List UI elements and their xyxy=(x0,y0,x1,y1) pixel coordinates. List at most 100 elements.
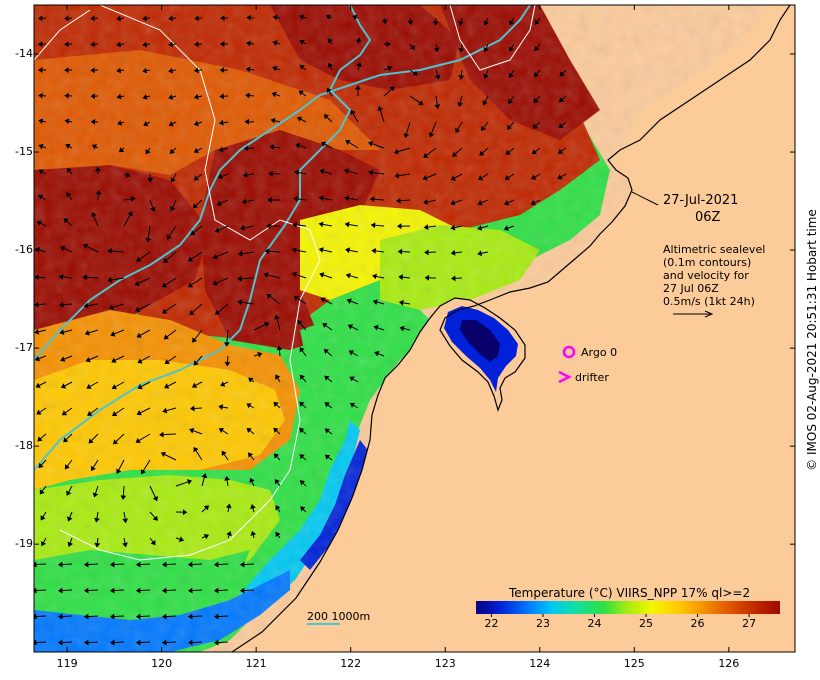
velocity-arrowhead xyxy=(327,62,333,68)
velocity-arrowhead xyxy=(558,97,565,103)
velocity-arrowhead xyxy=(477,250,483,257)
velocity-arrowhead xyxy=(160,451,167,458)
velocity-arrowhead xyxy=(530,199,536,206)
velocity-arrowhead xyxy=(161,561,167,568)
velocity-arrowhead xyxy=(189,405,195,412)
velocity-arrowhead xyxy=(389,86,395,92)
velocity-arrowhead xyxy=(299,454,305,460)
velocity-arrowhead xyxy=(134,306,141,313)
velocity-arrowhead xyxy=(193,67,199,74)
velocity-arrowhead xyxy=(450,275,456,282)
velocity-arrowhead xyxy=(145,237,152,243)
date-annotation: 27-Jul-2021 06Z xyxy=(663,192,738,226)
velocity-arrowhead xyxy=(142,94,148,100)
velocity-arrowhead xyxy=(109,639,115,646)
velocity-arrowhead xyxy=(450,250,456,256)
velocity-arrowhead xyxy=(432,21,439,26)
velocity-arrowhead xyxy=(250,530,257,536)
velocity-arrowhead xyxy=(219,41,225,47)
velocity-arrowhead xyxy=(246,40,251,47)
colorbar-tick-label: 27 xyxy=(742,617,757,630)
velocity-arrowhead xyxy=(403,133,410,139)
velocity-arrowhead xyxy=(324,402,330,408)
velocity-arrowhead xyxy=(291,247,297,254)
velocity-arrowhead xyxy=(122,518,129,524)
velocity-arrowhead xyxy=(237,250,243,257)
velocity-arrowhead xyxy=(372,299,378,305)
velocity-arrowhead xyxy=(87,410,93,416)
velocity-arrowhead xyxy=(319,272,325,278)
velocity-arrowhead xyxy=(531,149,538,155)
velocity-arrowhead xyxy=(265,223,271,229)
velocity-arrowhead xyxy=(509,46,515,52)
argo-label: Argo 0 xyxy=(581,346,618,359)
velocity-arrowhead xyxy=(503,225,509,231)
velocity-arrowhead xyxy=(557,174,563,180)
velocity-arrowhead xyxy=(187,613,193,620)
colorbar-title: Temperature (°C) VIIRS_NPP 17% ql>=2 xyxy=(509,586,751,600)
velocity-arrowhead xyxy=(434,104,441,110)
velocity-arrowhead xyxy=(557,148,564,154)
velocity-arrowhead xyxy=(483,20,489,26)
velocity-arrowhead xyxy=(352,14,358,21)
velocity-arrowhead xyxy=(142,41,148,48)
velocity-arrowhead xyxy=(248,377,254,383)
velocity-arrowhead xyxy=(275,505,281,511)
velocity-arrowhead xyxy=(168,41,173,48)
velocity-arrowhead xyxy=(216,200,222,206)
velocity-arrowhead xyxy=(168,94,174,100)
velocity-arrowhead xyxy=(34,328,40,335)
velocity-arrowhead xyxy=(213,639,219,646)
velocity-arrowhead xyxy=(107,247,112,254)
velocity-arrowhead xyxy=(354,84,361,90)
velocity-arrowhead xyxy=(399,325,405,332)
velocity-arrowhead xyxy=(190,230,196,236)
velocity-arrowhead xyxy=(268,170,273,177)
velocity-arrowhead xyxy=(134,280,140,286)
velocity-arrowhead xyxy=(394,172,400,179)
velocity-arrowhead xyxy=(270,117,276,124)
velocity-arrowhead xyxy=(396,223,402,230)
velocity-arrowhead xyxy=(193,360,199,366)
velocity-arrowhead xyxy=(220,381,226,387)
axis-tick-marks xyxy=(34,5,795,652)
velocity-arrowhead xyxy=(64,464,70,470)
velocity-arrowhead xyxy=(192,337,198,343)
velocity-arrowhead xyxy=(299,14,305,20)
velocity-arrowhead xyxy=(299,401,305,407)
velocity-arrowhead xyxy=(82,274,87,281)
legend-line: 0.5m/s (1kt 24h) xyxy=(663,295,755,308)
velocity-arrowhead xyxy=(116,67,122,74)
velocity-arrowhead xyxy=(193,41,199,48)
velocity-arrowhead xyxy=(423,199,429,205)
velocity-arrowhead xyxy=(85,356,91,363)
velocity-arrowhead xyxy=(374,350,380,357)
velocity-arrowhead xyxy=(257,351,263,358)
velocity-arrowhead xyxy=(224,342,230,347)
velocity-arrowhead xyxy=(63,437,69,443)
velocity-arrowhead xyxy=(193,147,200,153)
velocity-arrowhead xyxy=(344,195,350,202)
velocity-arrowhead xyxy=(371,248,377,254)
credit-text: © IMOS 02-Aug-2021 20:51:31 Hobart time xyxy=(805,209,819,471)
velocity-arrowhead xyxy=(82,243,89,250)
velocity-arrowhead xyxy=(40,515,46,521)
velocity-arrowhead xyxy=(60,356,66,362)
velocity-arrowhead xyxy=(169,148,175,154)
velocity-arrowhead xyxy=(67,541,73,547)
colorbar-tick-marks xyxy=(490,614,750,617)
velocity-arrowhead xyxy=(159,431,164,438)
velocity-arrowhead xyxy=(450,199,456,206)
velocity-arrowhead xyxy=(187,587,193,594)
colorbar-tick-label: 23 xyxy=(535,617,550,630)
velocity-arrowhead xyxy=(219,93,224,100)
velocity-arrowhead xyxy=(423,224,429,230)
velocity-arrowhead xyxy=(433,47,440,53)
velocity-arrowhead xyxy=(60,245,66,252)
velocity-arrowhead xyxy=(91,211,97,218)
velocity-arrowhead xyxy=(111,384,117,390)
velocity-arrowhead xyxy=(161,282,168,288)
velocity-arrowhead xyxy=(240,224,245,231)
velocity-arrowhead xyxy=(477,225,483,231)
drifter-label: drifter xyxy=(575,371,609,384)
